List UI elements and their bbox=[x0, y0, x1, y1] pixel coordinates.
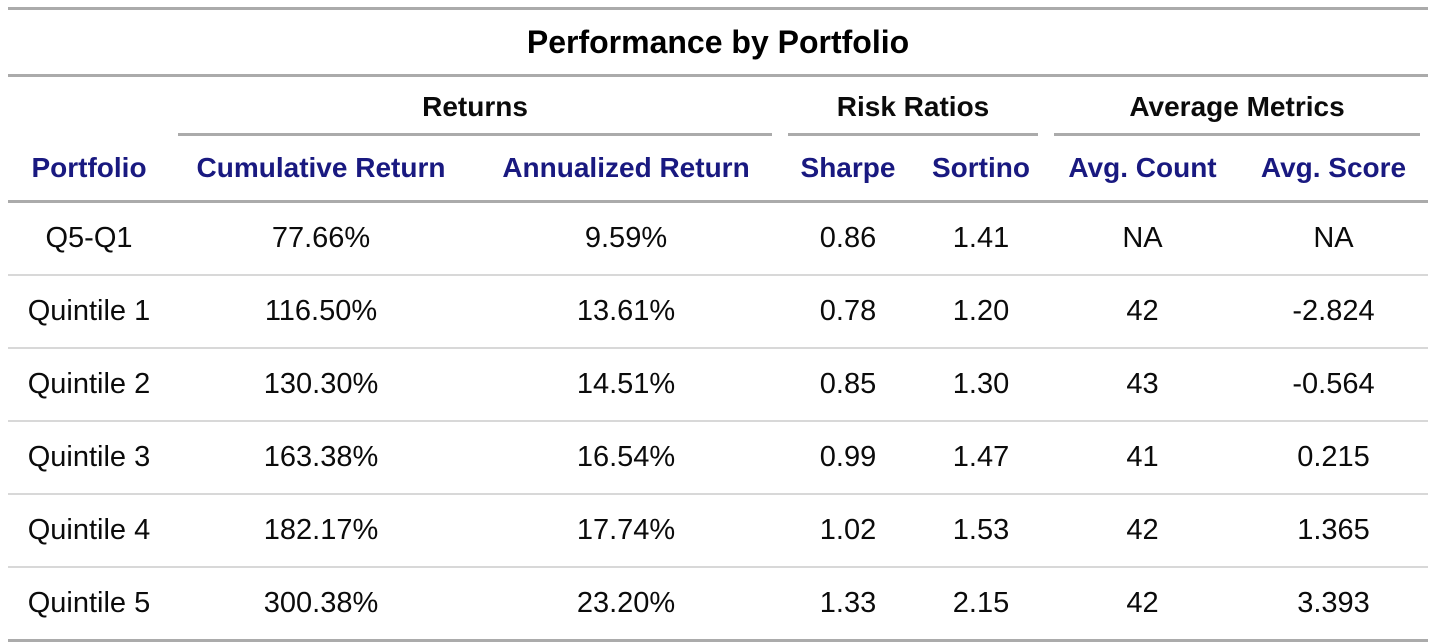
table-title: Performance by Portfolio bbox=[8, 8, 1429, 77]
cell-sortino: 1.20 bbox=[916, 274, 1046, 348]
cell-annualized-return: 17.74% bbox=[472, 493, 780, 567]
cell-portfolio: Quintile 3 bbox=[8, 420, 170, 494]
cell-sharpe: 0.78 bbox=[780, 274, 916, 348]
cell-avg-score: 0.215 bbox=[1239, 420, 1429, 494]
cell-sharpe: 0.86 bbox=[819, 222, 877, 254]
cell-annualized-return: 9.59% bbox=[584, 222, 668, 254]
cell-annualized-return: 14.51% bbox=[472, 347, 780, 421]
table-row: Quintile 2 130.30% 14.51% 0.85 1.30 43 -… bbox=[8, 347, 1429, 421]
cell-avg-count: 42 bbox=[1046, 566, 1239, 641]
spanner-average-metrics-label: Average Metrics bbox=[1129, 90, 1345, 122]
cell-avg-score: NA bbox=[1313, 222, 1354, 254]
cell-cumulative-return: 163.38% bbox=[170, 420, 472, 494]
cell-avg-count: NA bbox=[1122, 222, 1163, 254]
cell-cumulative-return: 77.66% bbox=[271, 222, 371, 254]
cell-avg-count: 42 bbox=[1046, 493, 1239, 567]
col-header-avg-score: Avg. Score bbox=[1239, 136, 1429, 203]
cell-sortino: 2.15 bbox=[916, 566, 1046, 641]
table-row: Quintile 5 300.38% 23.20% 1.33 2.15 42 3… bbox=[8, 566, 1429, 641]
cell-sortino: 1.41 bbox=[952, 222, 1010, 254]
cell-annualized-return: 23.20% bbox=[472, 566, 780, 641]
cell-portfolio: Quintile 4 bbox=[8, 493, 170, 567]
cell-annualized-return: 16.54% bbox=[472, 420, 780, 494]
cell-cumulative-return: 116.50% bbox=[170, 274, 472, 348]
col-header-cumulative-return: Cumulative Return bbox=[170, 136, 472, 203]
cell-sortino: 1.53 bbox=[916, 493, 1046, 567]
cell-sharpe: 1.33 bbox=[780, 566, 916, 641]
spanner-risk-ratios-label: Risk Ratios bbox=[836, 90, 990, 122]
cell-sharpe: 1.02 bbox=[780, 493, 916, 567]
table-title-row: Performance by Portfolio bbox=[8, 8, 1429, 77]
spanner-returns: Returns bbox=[170, 76, 780, 137]
cell-avg-count: 41 bbox=[1046, 420, 1239, 494]
column-header-row: Portfolio Cumulative Return Annualized R… bbox=[8, 136, 1429, 203]
col-header-avg-count: Avg. Count bbox=[1046, 136, 1239, 203]
cell-sharpe: 0.85 bbox=[780, 347, 916, 421]
col-header-annualized-return: Annualized Return bbox=[472, 136, 780, 203]
table-row: Q5-Q1 77.66% 9.59% 0.86 1.41 NA NA bbox=[8, 202, 1428, 276]
cell-sharpe: 0.99 bbox=[780, 420, 916, 494]
cell-avg-score: -0.564 bbox=[1239, 347, 1429, 421]
table-row: Quintile 4 182.17% 17.74% 1.02 1.53 42 1… bbox=[8, 493, 1429, 567]
cell-annualized-return: 13.61% bbox=[472, 274, 780, 348]
cell-cumulative-return: 182.17% bbox=[170, 493, 472, 567]
performance-table-container: Performance by Portfolio Returns Risk Ra… bbox=[8, 0, 1429, 642]
spanner-risk-ratios: Risk Ratios bbox=[780, 76, 1046, 137]
spanner-average-metrics: Average Metrics bbox=[1046, 76, 1428, 137]
spanner-returns-label: Returns bbox=[422, 90, 528, 122]
cell-portfolio: Quintile 5 bbox=[8, 566, 170, 641]
col-header-sortino: Sortino bbox=[916, 136, 1046, 203]
cell-portfolio: Quintile 2 bbox=[8, 347, 170, 421]
table-row: Quintile 3 163.38% 16.54% 0.99 1.47 41 0… bbox=[8, 420, 1429, 494]
col-header-sharpe: Sharpe bbox=[780, 136, 916, 203]
spanner-spacer bbox=[8, 76, 170, 137]
cell-sortino: 1.30 bbox=[916, 347, 1046, 421]
cell-cumulative-return: 300.38% bbox=[170, 566, 472, 641]
cell-cumulative-return: 130.30% bbox=[170, 347, 472, 421]
cell-avg-score: 1.365 bbox=[1239, 493, 1429, 567]
cell-avg-count: 43 bbox=[1046, 347, 1239, 421]
col-header-portfolio: Portfolio bbox=[8, 136, 170, 203]
table-row: Quintile 1 116.50% 13.61% 0.78 1.20 42 -… bbox=[8, 274, 1429, 348]
cell-portfolio: Q5-Q1 bbox=[45, 222, 133, 254]
cell-sortino: 1.47 bbox=[916, 420, 1046, 494]
spanner-row: Returns Risk Ratios Average Metrics bbox=[8, 76, 1428, 137]
cell-avg-score: -2.824 bbox=[1239, 274, 1429, 348]
cell-avg-score: 3.393 bbox=[1239, 566, 1429, 641]
performance-table: Performance by Portfolio Returns Risk Ra… bbox=[8, 7, 1429, 642]
cell-portfolio: Quintile 1 bbox=[8, 274, 170, 348]
cell-avg-count: 42 bbox=[1046, 274, 1239, 348]
